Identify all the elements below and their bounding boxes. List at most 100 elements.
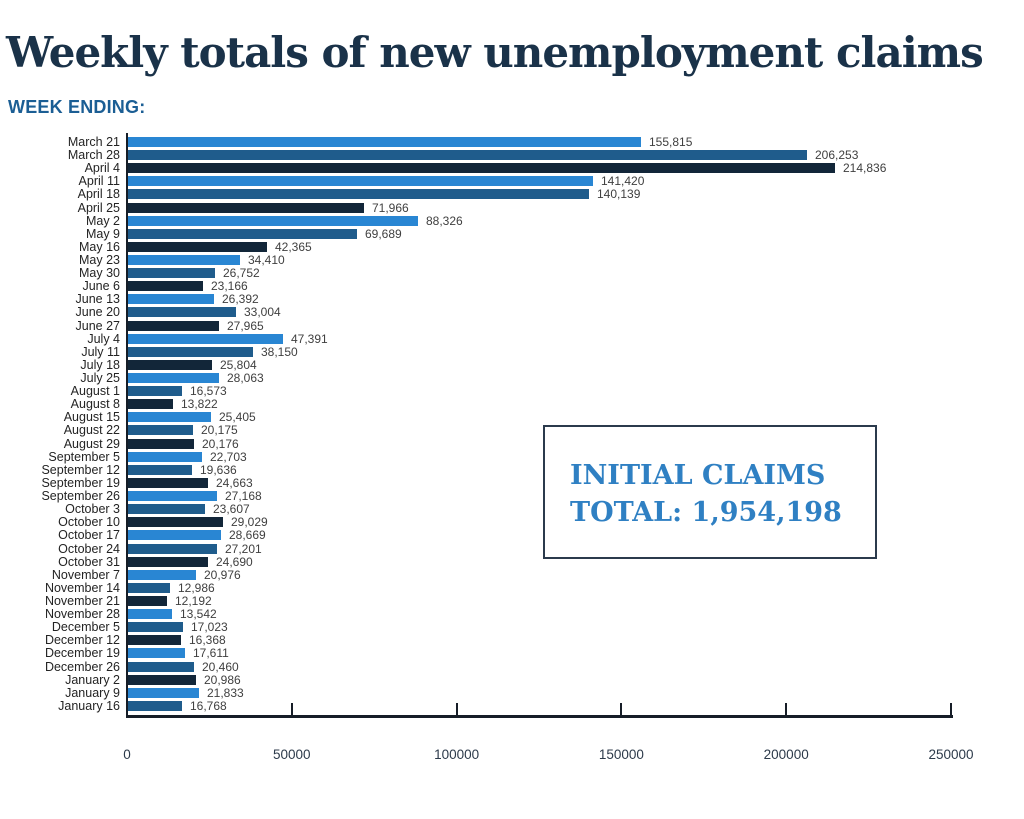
date-label: May 30 xyxy=(79,266,120,281)
x-axis-tick-label: 250000 xyxy=(928,747,974,762)
date-label: May 9 xyxy=(85,226,120,241)
bar xyxy=(128,386,182,397)
bar xyxy=(128,176,593,187)
date-label: November 7 xyxy=(51,567,120,582)
bar-value-label: 12,986 xyxy=(178,580,215,595)
bar-value-label: 13,542 xyxy=(180,607,217,622)
date-label: September 19 xyxy=(41,475,120,490)
date-label: March 28 xyxy=(67,148,120,163)
date-label: October 24 xyxy=(58,541,120,556)
bar xyxy=(128,255,240,266)
bar-value-label: 26,752 xyxy=(223,266,260,281)
bar xyxy=(128,700,182,711)
bar xyxy=(128,595,167,606)
date-label: April 25 xyxy=(77,200,120,215)
bar xyxy=(128,307,236,318)
bar xyxy=(128,333,283,344)
date-label: October 17 xyxy=(58,528,120,543)
bar-value-label: 28,063 xyxy=(227,371,264,386)
bar xyxy=(128,464,192,475)
y-axis-line xyxy=(126,133,128,718)
date-label: December 26 xyxy=(44,659,120,674)
bar xyxy=(128,609,172,620)
bar xyxy=(128,359,212,370)
date-label: October 10 xyxy=(58,515,120,530)
date-label: June 6 xyxy=(82,279,120,294)
bar xyxy=(128,569,196,580)
bar xyxy=(128,346,253,357)
date-label: July 11 xyxy=(81,344,120,359)
bar-value-label: 71,966 xyxy=(372,200,409,215)
x-axis-line xyxy=(126,715,953,718)
bar-value-label: 47,391 xyxy=(291,331,328,346)
bar xyxy=(128,530,221,541)
bar xyxy=(128,137,641,147)
bar xyxy=(128,517,223,528)
bar xyxy=(128,215,418,226)
bar xyxy=(128,228,357,239)
date-label: January 2 xyxy=(65,672,120,687)
bar-value-label: 24,690 xyxy=(216,554,253,569)
bar-value-label: 140,139 xyxy=(597,187,641,202)
total-claims-line1: INITIAL CLAIMS xyxy=(570,460,826,491)
bar xyxy=(128,150,807,161)
date-label: September 5 xyxy=(48,449,120,464)
bar xyxy=(128,661,194,672)
date-label: October 31 xyxy=(58,554,120,569)
x-axis-tick-label: 150000 xyxy=(598,747,644,762)
total-claims-box: INITIAL CLAIMS TOTAL: 1,954,198 xyxy=(543,425,877,559)
bar xyxy=(128,412,211,423)
bar xyxy=(128,635,181,646)
date-label: November 21 xyxy=(44,593,120,608)
date-label: August 15 xyxy=(63,410,120,425)
bar-value-label: 38,150 xyxy=(261,344,298,359)
bar xyxy=(128,451,202,462)
bar xyxy=(128,622,183,633)
bar xyxy=(128,582,170,593)
bar-value-label: 26,392 xyxy=(222,292,259,307)
x-axis-tick-label: 100000 xyxy=(434,747,480,762)
bar-value-label: 16,768 xyxy=(190,698,227,713)
x-axis-tick-label: 0 xyxy=(123,747,131,762)
bar-value-label: 27,168 xyxy=(225,489,262,504)
date-label: January 9 xyxy=(65,685,120,700)
bar-value-label: 42,365 xyxy=(275,239,312,254)
date-label: March 21 xyxy=(67,135,120,149)
bar-value-label: 22,703 xyxy=(210,449,247,464)
date-label: April 18 xyxy=(77,187,120,202)
page-title: Weekly totals of new unemployment claims xyxy=(6,28,984,77)
date-label: December 12 xyxy=(44,633,120,648)
bar-value-label: 27,201 xyxy=(225,541,262,556)
bar xyxy=(128,399,173,410)
bar-value-label: 206,253 xyxy=(815,148,859,163)
bar-value-label: 12,192 xyxy=(175,593,212,608)
date-label: June 13 xyxy=(75,292,120,307)
bar xyxy=(128,491,217,502)
bar-value-label: 23,166 xyxy=(211,279,248,294)
bar xyxy=(128,543,217,554)
bar-value-label: 20,175 xyxy=(201,423,238,438)
x-axis-tick xyxy=(620,703,623,715)
x-axis-tick xyxy=(785,703,788,715)
bar-value-label: 20,176 xyxy=(202,436,239,451)
bar-value-label: 25,405 xyxy=(219,410,256,425)
date-label: August 8 xyxy=(70,397,120,412)
date-label: July 18 xyxy=(80,357,120,372)
bar xyxy=(128,281,203,292)
bar-value-label: 13,822 xyxy=(181,397,218,412)
bar xyxy=(128,294,214,305)
date-label: September 12 xyxy=(41,462,120,477)
bar xyxy=(128,504,205,515)
week-ending-label: WEEK ENDING: xyxy=(8,97,146,117)
bar xyxy=(128,163,835,174)
bar-value-label: 17,611 xyxy=(193,646,229,661)
date-label: January 16 xyxy=(58,698,120,713)
bar-value-label: 25,804 xyxy=(220,357,257,372)
bar-value-label: 23,607 xyxy=(213,502,250,517)
date-label: July 4 xyxy=(87,331,120,346)
date-label: May 2 xyxy=(85,213,120,228)
date-label: November 28 xyxy=(44,607,120,622)
bar-value-label: 29,029 xyxy=(231,515,268,530)
bar-value-label: 16,368 xyxy=(189,633,226,648)
bar xyxy=(128,189,589,200)
